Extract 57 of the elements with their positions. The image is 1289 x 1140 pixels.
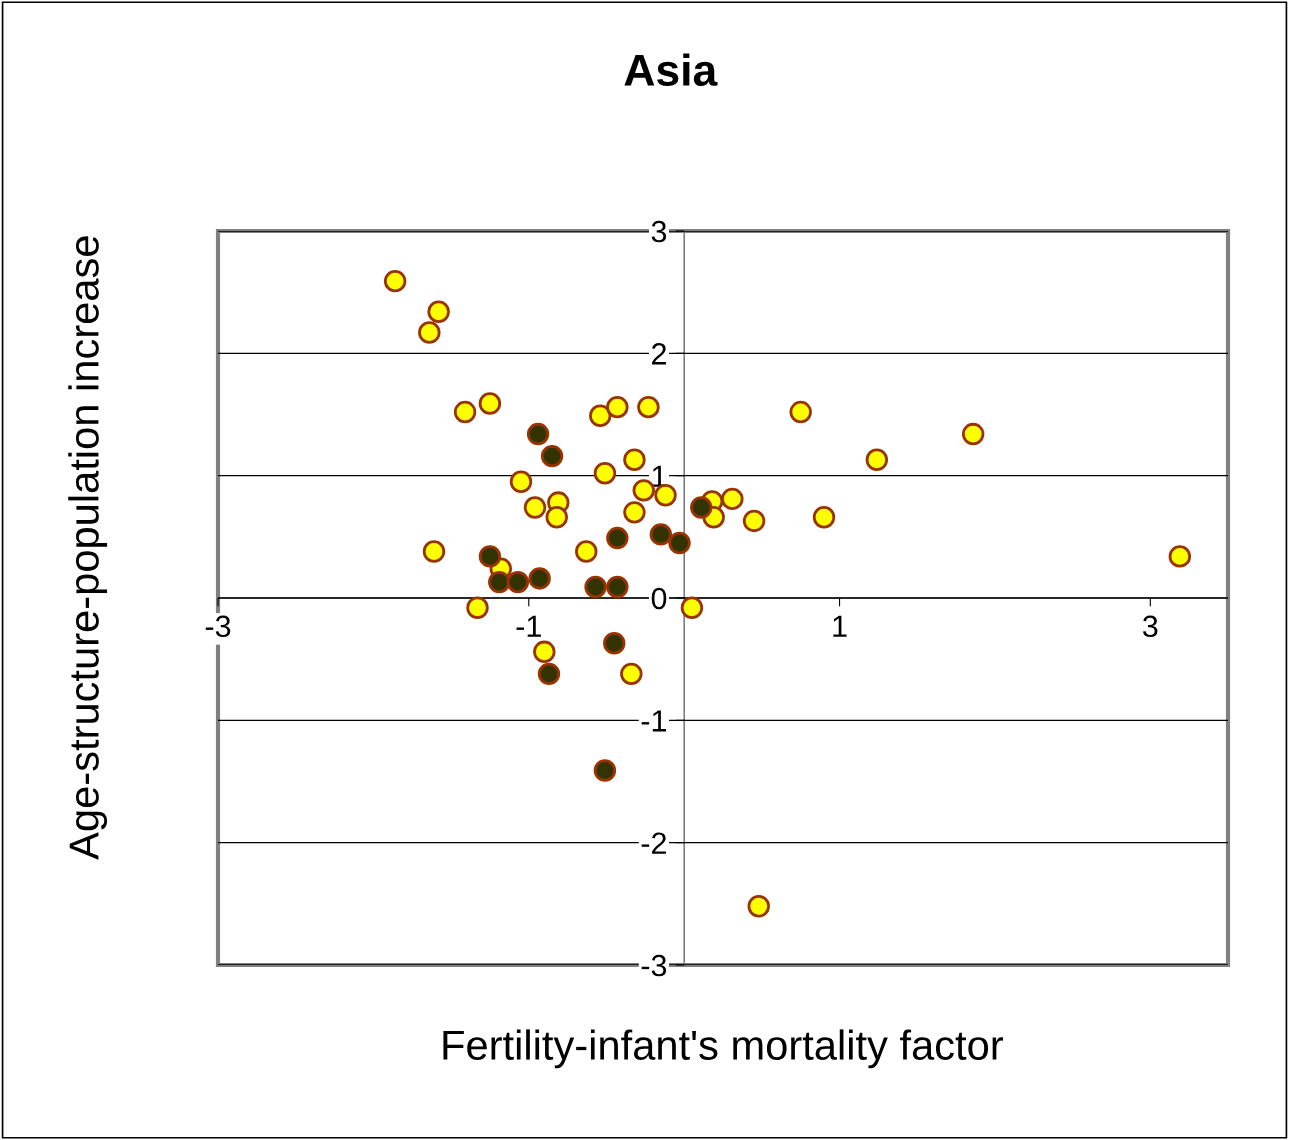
point — [620, 662, 643, 686]
point — [593, 759, 617, 782]
point — [453, 400, 477, 424]
y-tick-label: 0 — [651, 587, 667, 610]
y-tick-label: 3 — [651, 220, 667, 243]
point — [668, 531, 691, 555]
point — [418, 321, 441, 344]
point — [742, 509, 766, 533]
point — [721, 487, 744, 511]
point — [537, 662, 561, 686]
point — [789, 400, 812, 424]
point — [632, 479, 655, 502]
point — [545, 506, 568, 529]
y-tick-label: -2 — [641, 832, 666, 854]
point — [623, 501, 646, 524]
point — [649, 523, 673, 546]
point — [478, 545, 502, 568]
point — [575, 540, 598, 563]
point — [593, 462, 617, 485]
point — [383, 269, 407, 293]
point — [506, 570, 530, 594]
point — [528, 567, 551, 590]
x-tick-label: 1 — [833, 615, 847, 637]
point — [526, 422, 550, 446]
point — [422, 540, 446, 563]
point — [533, 640, 556, 664]
x-tick-label: -1 — [516, 615, 541, 637]
point — [466, 596, 489, 619]
x-axis-title: Fertility-infant's mortality factor — [443, 1029, 1003, 1069]
point — [478, 392, 502, 415]
point — [488, 570, 511, 594]
point — [427, 300, 450, 323]
x-tick-label: -3 — [205, 615, 231, 638]
point — [540, 444, 564, 468]
x-tick-label: 3 — [1142, 615, 1158, 638]
chart-title: Asia — [624, 53, 718, 87]
point — [680, 596, 704, 619]
point — [603, 632, 626, 655]
point — [812, 506, 836, 529]
point — [509, 470, 533, 493]
point — [523, 496, 547, 519]
y-axis-title: Age-structure-population increase — [68, 236, 108, 860]
point — [637, 395, 660, 419]
point — [606, 575, 629, 599]
y-tick-label: 2 — [652, 343, 666, 365]
point — [1168, 545, 1192, 568]
point — [606, 395, 629, 419]
point — [606, 526, 629, 550]
point — [747, 895, 770, 918]
point — [865, 448, 889, 471]
point — [589, 404, 612, 427]
point — [584, 575, 607, 599]
y-tick-label: -1 — [641, 710, 666, 732]
point — [623, 448, 646, 471]
point — [961, 422, 985, 446]
y-tick-label: -3 — [641, 954, 667, 977]
point — [690, 496, 713, 519]
